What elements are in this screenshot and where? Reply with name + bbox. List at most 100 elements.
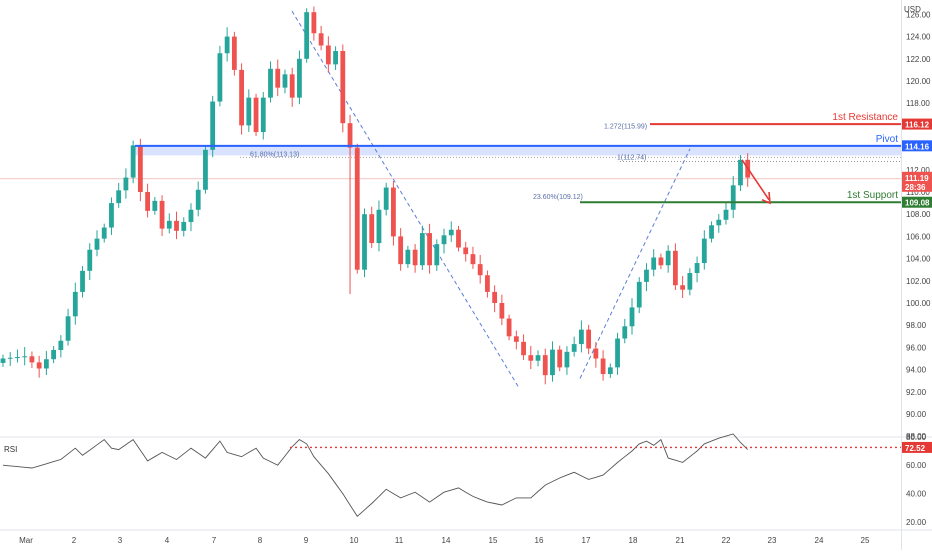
time-tick-label: 7 xyxy=(212,536,217,545)
candle xyxy=(701,230,707,270)
candle xyxy=(492,285,498,313)
rsi-tick-label: 80.00 xyxy=(906,433,927,442)
candle-body-down xyxy=(557,349,563,368)
time-tick-label: 21 xyxy=(676,536,685,545)
candle-body-up xyxy=(268,68,273,98)
candle-body-down xyxy=(412,249,418,266)
candle xyxy=(391,181,396,246)
candle xyxy=(622,318,628,344)
time-tick-label: 3 xyxy=(118,536,123,545)
candle-body-down xyxy=(354,147,360,270)
candle xyxy=(586,324,592,355)
candle-body-down xyxy=(593,348,599,359)
rsi-tick-label: 40.00 xyxy=(906,490,927,499)
candle xyxy=(22,347,28,366)
candle-body-up xyxy=(152,200,158,211)
price-tick-label: 88.00 xyxy=(906,432,927,441)
candle-body-up xyxy=(80,270,85,292)
candle xyxy=(665,245,671,273)
candle xyxy=(629,298,635,335)
candle xyxy=(470,246,476,269)
candle xyxy=(672,243,678,291)
candle-body-up xyxy=(607,367,613,375)
rsi-tick-label: 20.00 xyxy=(906,518,927,527)
candle-body-up xyxy=(22,356,28,358)
candle xyxy=(109,197,114,235)
candle xyxy=(593,341,599,368)
candle xyxy=(354,143,360,274)
candle xyxy=(434,239,440,271)
candle xyxy=(116,182,122,208)
candle-body-down xyxy=(456,229,461,248)
candle-body-up xyxy=(636,281,642,308)
candle xyxy=(15,349,20,363)
time-tick-label: 22 xyxy=(722,536,731,545)
candle-body-up xyxy=(333,51,338,65)
candle xyxy=(383,182,389,216)
candle xyxy=(217,45,223,107)
candle-body-down xyxy=(311,12,317,34)
candle-body-down xyxy=(253,97,259,133)
resistance-label: 1st Resistance xyxy=(832,112,898,123)
candle-body-up xyxy=(188,209,194,222)
candle-body-up xyxy=(694,263,700,274)
candle xyxy=(528,345,534,370)
candle-body-down xyxy=(528,355,534,361)
price-tick-label: 120.00 xyxy=(906,77,931,86)
candle-body-up xyxy=(644,269,649,282)
candle xyxy=(51,346,57,364)
resistance-price-tag: 116.12 xyxy=(902,118,932,130)
candle xyxy=(485,270,490,298)
candle-body-up xyxy=(376,209,382,244)
candle xyxy=(174,211,179,240)
candle xyxy=(506,314,512,341)
candle xyxy=(340,44,346,133)
candle-body-up xyxy=(51,349,57,360)
candle xyxy=(29,351,35,369)
candle xyxy=(231,31,237,76)
candle-body-down xyxy=(658,257,664,266)
candle xyxy=(730,176,736,219)
candle-body-down xyxy=(347,123,353,148)
candle-body-up xyxy=(181,221,187,231)
pivot-price-tag-bg xyxy=(902,140,932,152)
candle xyxy=(210,95,216,158)
candle-body-up xyxy=(564,351,570,368)
candle xyxy=(282,69,288,94)
candle-body-down xyxy=(485,275,490,292)
candle xyxy=(275,59,281,96)
candle-body-down xyxy=(542,355,548,376)
candle xyxy=(65,308,71,346)
candle-body-down xyxy=(521,341,526,356)
candle xyxy=(0,354,6,367)
candle-body-up xyxy=(723,209,729,220)
time-tick-label: 23 xyxy=(768,536,777,545)
candle xyxy=(239,63,244,135)
time-tick-label: 10 xyxy=(350,536,359,545)
pivot-label: Pivot xyxy=(876,134,898,145)
candle-body-up xyxy=(550,349,555,376)
currency-label: USD xyxy=(904,5,921,14)
candle-body-down xyxy=(369,214,375,244)
candle xyxy=(289,67,295,107)
candle xyxy=(43,350,49,376)
candle-body-down xyxy=(159,200,165,229)
candle-body-up xyxy=(535,355,541,361)
candle-body-down xyxy=(325,45,331,65)
candle-body-up xyxy=(687,273,693,290)
candle xyxy=(145,183,150,218)
time-tick-label: 25 xyxy=(861,536,870,545)
price-tick-label: 126.00 xyxy=(906,10,931,19)
candle-body-down xyxy=(672,250,678,286)
current-price-tag-text: 28:36 xyxy=(905,183,926,192)
rsi-tick-label: 60.00 xyxy=(906,461,927,470)
price-tick-label: 98.00 xyxy=(906,321,927,330)
price-tick-label: 94.00 xyxy=(906,366,927,375)
candle-body-down xyxy=(145,192,150,211)
candle-body-down xyxy=(174,220,179,231)
candle xyxy=(72,282,78,325)
fib-trend-line-down xyxy=(291,10,519,387)
